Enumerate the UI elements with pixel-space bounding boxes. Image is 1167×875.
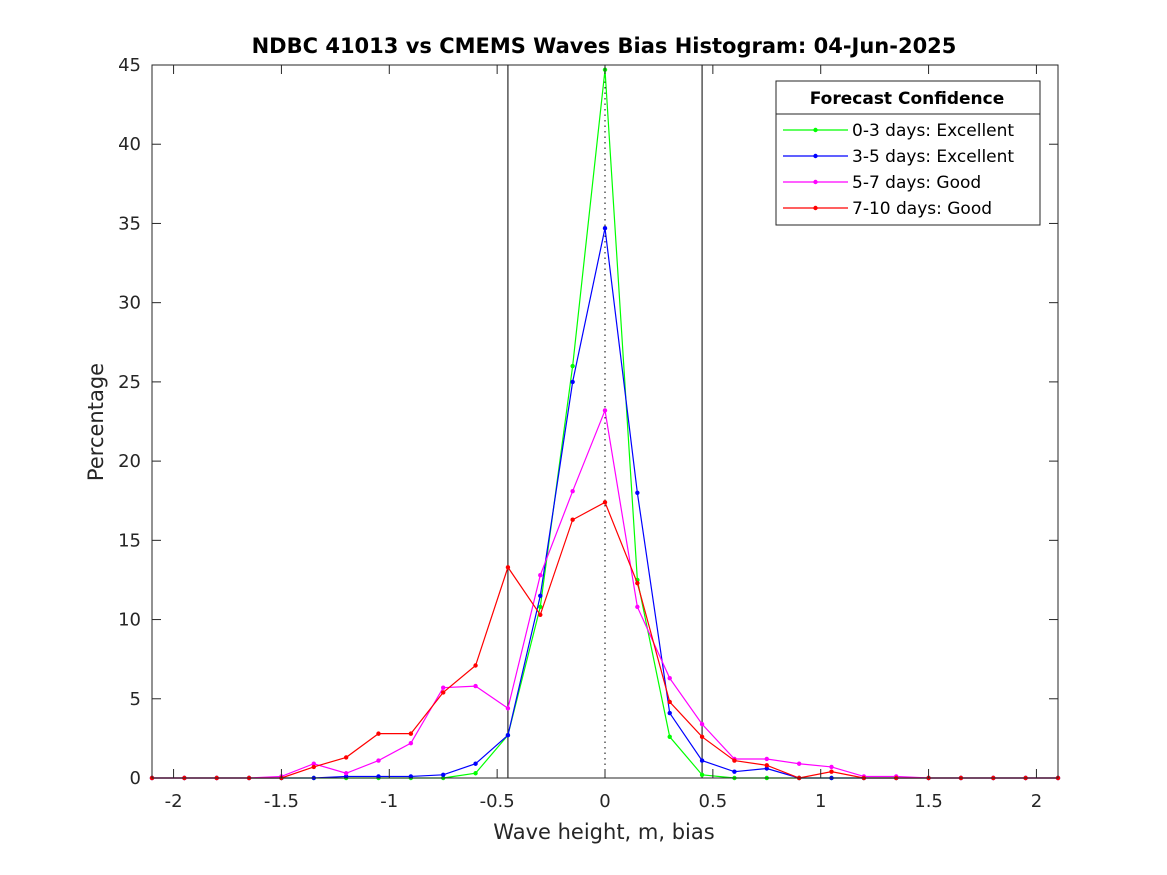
- y-tick-label: 25: [118, 372, 141, 393]
- legend-marker: [813, 153, 818, 159]
- legend-entry: 7-10 days: Good: [783, 199, 992, 219]
- y-axis-label: Percentage: [84, 363, 108, 481]
- data-point: [796, 761, 802, 766]
- data-point: [538, 572, 543, 578]
- data-point: [473, 761, 478, 766]
- legend-label: 5-7 days: Good: [852, 173, 981, 193]
- data-point: [699, 721, 705, 727]
- data-point: [829, 769, 834, 774]
- legend-label: 0-3 days: Excellent: [852, 121, 1014, 141]
- data-point: [441, 685, 446, 690]
- legend-entries-box: [775, 113, 1041, 226]
- x-axis-label: Wave height, m, bias: [493, 820, 714, 844]
- x-tick-label: 1.5: [914, 791, 943, 812]
- legend-label: 7-10 days: Good: [852, 199, 992, 219]
- x-tick-label: 0.5: [699, 791, 728, 812]
- legend: Forecast Confidence 0-3 days: Excellent 3…: [775, 80, 1041, 226]
- axis-ticks: [152, 64, 1058, 779]
- data-point: [699, 772, 705, 778]
- data-point: [505, 565, 511, 570]
- data-point: [473, 683, 478, 689]
- data-point: [829, 764, 834, 770]
- x-tick-label: -1.5: [264, 791, 299, 812]
- y-tick-label: 20: [118, 451, 141, 472]
- data-point: [570, 517, 575, 522]
- data-point: [699, 734, 705, 740]
- data-point: [732, 758, 737, 763]
- data-point: [408, 740, 414, 746]
- y-tick-label: 30: [118, 293, 141, 314]
- legend-entry: 5-7 days: Good: [783, 173, 981, 193]
- data-point: [570, 363, 575, 369]
- legend-marker: [813, 127, 818, 133]
- chart-title: NDBC 41013 vs CMEMS Waves Bias Histogram…: [252, 34, 957, 58]
- legend-entries: 0-3 days: Excellent 3-5 days: Excellent 5-…: [783, 121, 1014, 219]
- data-point: [764, 766, 769, 771]
- y-tick-labels: 0 5 10 15 20 25 30 35 40 45: [118, 55, 141, 789]
- data-point: [505, 706, 511, 711]
- data-point: [732, 769, 737, 774]
- y-tick-label: 40: [118, 134, 141, 155]
- data-point: [635, 580, 640, 586]
- y-tick-label: 10: [118, 610, 141, 631]
- x-tick-label: 1: [815, 791, 826, 812]
- data-point: [538, 612, 543, 618]
- data-point: [473, 663, 478, 668]
- x-tick-label: 2: [1031, 791, 1042, 812]
- legend-marker: [813, 179, 818, 185]
- legend-title: Forecast Confidence: [810, 89, 1005, 109]
- legend-marker: [813, 205, 818, 211]
- x-tick-labels: -2 -1.5 -1 -0.5 0 0.5 1 1.5 2: [165, 791, 1043, 812]
- data-point: [570, 379, 575, 385]
- data-point: [635, 604, 640, 610]
- y-tick-label: 0: [130, 768, 141, 789]
- x-tick-label: 0: [599, 791, 610, 812]
- data-point: [667, 734, 672, 740]
- legend-title-box: [775, 80, 1041, 115]
- y-tick-label: 35: [118, 213, 141, 234]
- legend-label: 3-5 days: Excellent: [852, 147, 1014, 167]
- reference-lines: [507, 65, 703, 778]
- data-point: [602, 500, 608, 505]
- data-point: [473, 771, 478, 776]
- data-point: [764, 756, 769, 762]
- plot-area: [149, 64, 1061, 781]
- x-tick-label: -2: [165, 791, 183, 812]
- data-point: [311, 761, 316, 766]
- data-point: [505, 733, 511, 738]
- data-point: [376, 731, 381, 736]
- data-point: [441, 690, 446, 695]
- data-point: [343, 755, 349, 760]
- data-point: [376, 758, 381, 763]
- y-tick-label: 5: [130, 689, 141, 710]
- data-point: [602, 225, 608, 231]
- y-tick-label: 45: [118, 55, 141, 76]
- data-point: [538, 604, 543, 610]
- data-point: [699, 758, 705, 763]
- data-point: [635, 490, 640, 495]
- data-point: [538, 593, 543, 598]
- data-point: [311, 764, 316, 770]
- data-point: [667, 675, 672, 681]
- data-point: [408, 731, 414, 736]
- data-point: [602, 408, 608, 413]
- x-tick-label: -0.5: [480, 791, 515, 812]
- x-tick-label: -1: [380, 791, 398, 812]
- data-point: [667, 710, 672, 716]
- data-point: [570, 489, 575, 494]
- legend-entry: 3-5 days: Excellent: [783, 147, 1014, 167]
- data-point: [343, 771, 349, 776]
- data-point: [667, 699, 672, 705]
- data-point: [764, 763, 769, 768]
- data-point: [441, 772, 446, 778]
- y-tick-label: 15: [118, 530, 141, 551]
- legend-entry: 0-3 days: Excellent: [783, 121, 1014, 141]
